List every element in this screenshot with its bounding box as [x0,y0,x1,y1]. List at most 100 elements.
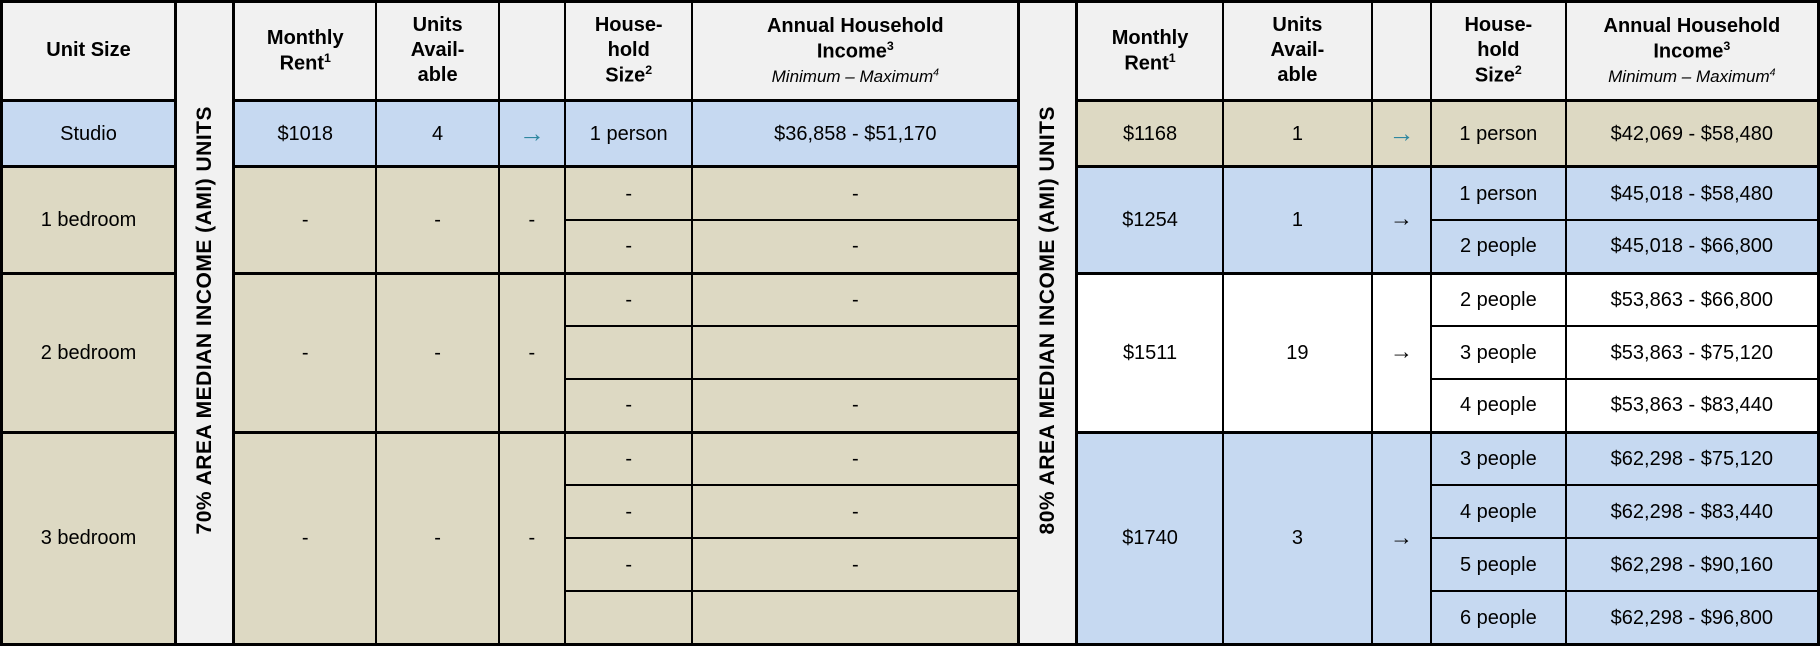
income-cell-80: $53,863 - $66,800 [1564,271,1820,328]
units-header-line1: Units [412,14,463,37]
units-cell-70: - [375,165,500,275]
household-cell-80: 2 people [1430,218,1567,275]
arrow-cell-80: → [1370,98,1433,168]
income-header-line2: Income3 [1569,39,1815,65]
monthly-rent-header-70: Monthly Rent1 [232,0,378,102]
no-data-dash: - [528,341,536,364]
household-cell-70: - [564,378,694,434]
no-data-dash: - [528,208,536,231]
income-header-line2: Income3 [695,39,1015,65]
rent-cell-80: $1254 [1075,165,1224,275]
size-word: Size [1474,64,1515,87]
units-header-line3: able [417,64,458,87]
income-cell-80: $62,298 - $83,440 [1564,484,1820,540]
footnote-4-marker: 4 [933,66,940,79]
household-cell-70: - [564,271,694,328]
household-cell-80: 3 people [1430,430,1567,487]
table-row-2bedroom-1: 2 bedroom - - - - - $1511 19 → 2 people … [0,271,1820,434]
footnote-2-marker: 2 [645,63,653,78]
household-header-line1: House- [594,14,663,37]
footnote-1-marker: 1 [324,50,331,65]
rent-cell-80: $1511 [1075,271,1224,434]
household-header-line2: hold [607,39,650,62]
footnote-3-marker: 3 [1723,39,1731,54]
right-arrow-icon: → [1389,205,1413,232]
household-cell-80: 3 people [1430,325,1567,381]
rent-cell-80: $1740 [1075,430,1224,646]
income-word: Income [1653,41,1724,64]
rent-cell-70: $1018 [232,98,378,168]
income-cell-70: - [691,218,1020,275]
min-max-label: Minimum – Maximum [1608,67,1770,87]
units-header-line2: Avail- [410,39,465,62]
annual-income-header-80: Annual Household Income3 Minimum – Maxim… [1564,0,1820,102]
units-available-header-80: Units Avail- able [1221,0,1373,102]
monthly-rent-header-line1: Monthly [1111,26,1189,49]
household-cell-70 [564,590,694,646]
units-header-line1: Units [1272,14,1323,37]
household-cell-70: - [564,165,694,221]
units-cell-80: 1 [1221,165,1373,275]
arrow-cell-70: - [497,165,567,275]
arrow-cell-70: - [497,271,567,434]
income-cell-70: - [691,165,1020,221]
household-cell-70 [564,325,694,381]
unit-size-cell: 3 bedroom [0,430,177,646]
monthly-rent-header-line2: Rent1 [237,51,373,77]
household-header-line1: House- [1464,14,1533,37]
income-header-subtitle: Minimum – Maximum4 [695,66,1015,87]
income-cell-70: - [691,537,1020,593]
units-cell-80: 1 [1221,98,1373,168]
ami-band-80: 80% AREA MEDIAN INCOME (AMI) UNITS [1017,0,1079,646]
household-header-line3: Size2 [1434,63,1563,89]
monthly-rent-header-line2: Rent1 [1080,51,1220,77]
household-header-line3: Size2 [568,63,689,89]
table-row-1bedroom-1: 1 bedroom - - - - - $1254 1 → 1 person $… [0,165,1820,275]
rent-cell-80: $1168 [1075,98,1224,168]
footnote-3-marker: 3 [886,39,894,54]
household-cell-70: - [564,537,694,593]
rent-cell-70: - [232,430,378,646]
table-row-2bedroom-3: - - 4 people $53,863 - $83,440 [2,378,1820,434]
table-row-studio: Studio $1018 4 → 1 person $36,858 - $51,… [0,98,1820,168]
ami-band-80-label: 80% AREA MEDIAN INCOME (AMI) UNITS [1036,105,1060,535]
household-header-line2: hold [1477,39,1520,62]
right-arrow-icon: → [518,117,545,148]
ami-band-70-label: 70% AREA MEDIAN INCOME (AMI) UNITS [192,105,216,535]
income-header-subtitle: Minimum – Maximum4 [1569,66,1815,87]
table-row-3bedroom-4: 6 people $62,298 - $96,800 [2,590,1820,646]
household-size-header-80: House- hold Size2 [1430,0,1567,102]
units-cell-70: - [375,271,500,434]
monthly-rent-word: Rent [279,52,325,75]
units-cell-70: - [375,430,500,646]
unit-size-cell: 2 bedroom [0,271,177,434]
income-cell-80: $53,863 - $75,120 [1564,325,1820,381]
arrow-column-header-80 [1370,0,1433,102]
ami-band-70: 70% AREA MEDIAN INCOME (AMI) UNITS [174,0,236,646]
footnote-2-marker: 2 [1514,63,1522,78]
household-size-header-70: House- hold Size2 [564,0,694,102]
income-cell-80: $53,863 - $83,440 [1564,378,1820,434]
income-cell-80: $62,298 - $90,160 [1564,537,1820,593]
income-cell-70: $36,858 - $51,170 [691,98,1020,168]
household-cell-80: 2 people [1430,271,1567,328]
unit-size-header: Unit Size [0,0,177,102]
income-header-line1: Annual Household [1603,15,1781,38]
income-cell-80: $45,018 - $66,800 [1564,218,1820,275]
table-row-3bedroom-1: 3 bedroom - - - - - $1740 3 → 3 people $… [0,430,1820,646]
income-cell-80: $62,298 - $96,800 [1564,590,1820,646]
annual-income-header-70: Annual Household Income3 Minimum – Maxim… [691,0,1020,102]
household-cell-70: - [564,430,694,487]
income-header-line1: Annual Household [766,15,944,38]
unit-size-cell: Studio [0,98,177,168]
income-cell-70: - [691,378,1020,434]
arrow-cell-70: - [497,430,567,646]
monthly-rent-word: Rent [1124,52,1169,75]
household-cell-80: 4 people [1430,378,1567,434]
footnote-4-marker: 4 [1769,66,1776,79]
income-cell-70: - [691,484,1020,540]
right-arrow-icon: → [1389,338,1413,365]
